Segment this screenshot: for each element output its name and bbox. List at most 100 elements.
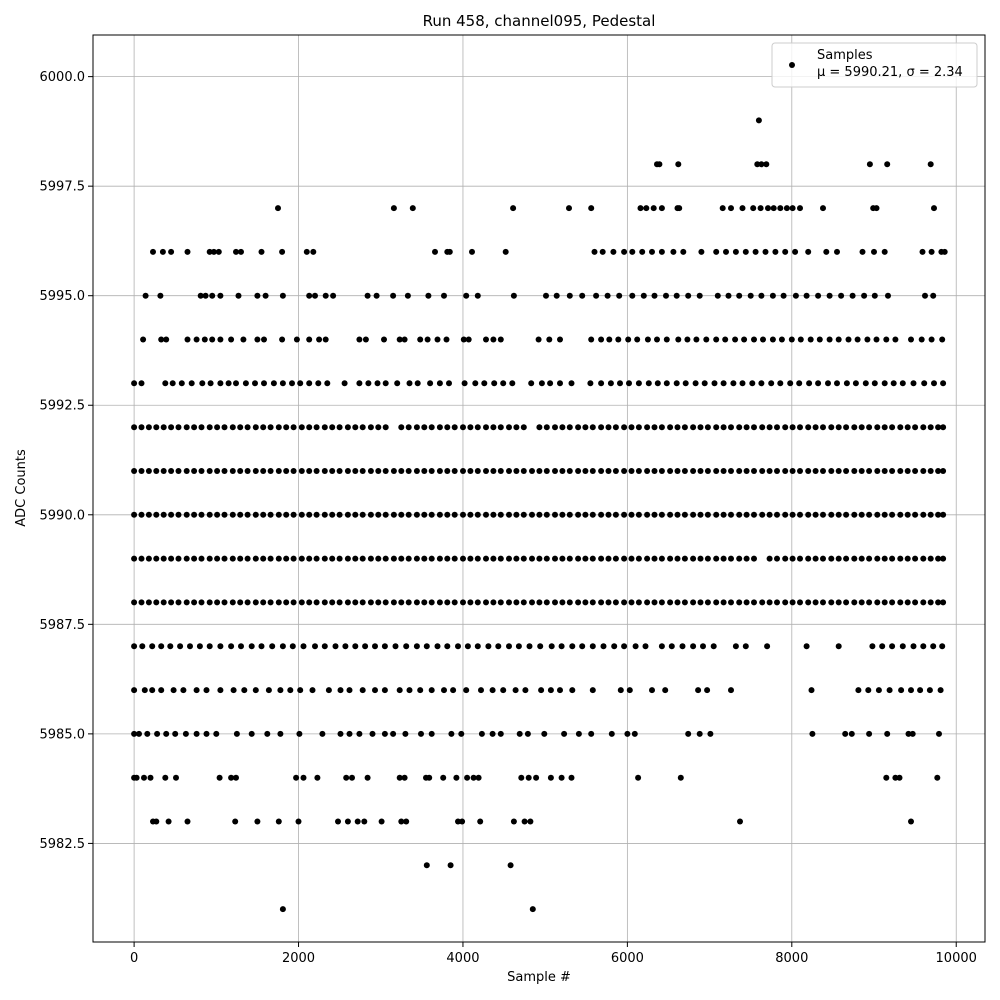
data-point (401, 336, 408, 343)
data-point (490, 599, 497, 606)
data-point (760, 336, 766, 343)
data-point (808, 687, 815, 694)
data-point (441, 687, 447, 694)
data-point (936, 730, 942, 737)
data-point (806, 380, 813, 387)
data-point (337, 730, 344, 737)
data-point (644, 468, 651, 474)
data-point (275, 468, 282, 474)
data-point (175, 555, 182, 562)
data-point (434, 336, 441, 343)
data-point (884, 730, 891, 737)
data-point (489, 687, 496, 694)
data-point (736, 292, 743, 299)
data-point (886, 687, 893, 694)
data-point (206, 643, 213, 650)
data-point (428, 511, 435, 518)
data-point (265, 687, 272, 694)
data-point (797, 511, 803, 518)
data-point (552, 468, 558, 474)
data-point (502, 248, 509, 255)
data-point (260, 424, 267, 431)
data-point (325, 687, 332, 694)
data-point (206, 511, 213, 518)
data-point (252, 511, 259, 518)
data-point (160, 424, 167, 431)
data-point (254, 336, 261, 343)
data-point (198, 555, 205, 562)
data-point (520, 468, 527, 474)
data-point (766, 424, 773, 431)
data-point (559, 599, 566, 606)
data-point (611, 643, 618, 650)
data-point (160, 555, 167, 562)
data-point (720, 555, 727, 562)
data-point (513, 555, 520, 562)
data-point (199, 380, 206, 387)
data-point (506, 555, 512, 562)
x-tick-label: 8000 (775, 951, 808, 966)
data-point (515, 643, 522, 650)
data-point (807, 336, 814, 343)
data-point (526, 643, 533, 650)
data-point (145, 511, 152, 518)
data-point (713, 468, 720, 474)
data-point (635, 599, 642, 606)
data-point (177, 643, 184, 650)
data-point (713, 336, 720, 343)
data-point (575, 555, 582, 562)
data-point (490, 336, 497, 343)
data-point (552, 599, 558, 606)
data-point (145, 555, 152, 562)
data-point (739, 380, 746, 387)
data-point (658, 511, 665, 518)
data-point (536, 599, 543, 606)
data-point (866, 555, 873, 562)
data-point (183, 555, 190, 562)
data-point (336, 511, 343, 518)
data-point (306, 424, 313, 431)
data-point (931, 205, 937, 212)
data-point (396, 774, 403, 781)
data-point (838, 292, 845, 299)
data-point (617, 380, 623, 387)
data-point (897, 468, 904, 474)
data-point (820, 555, 826, 562)
data-point (221, 555, 228, 562)
data-point (372, 643, 378, 650)
data-point (843, 511, 850, 518)
data-point (344, 468, 351, 474)
data-point (398, 468, 405, 474)
data-point (329, 468, 336, 474)
data-point (306, 555, 313, 562)
data-point (131, 687, 138, 694)
data-point (873, 205, 880, 212)
data-point (421, 468, 428, 474)
data-point (884, 161, 891, 168)
data-point (591, 248, 598, 255)
data-point (723, 248, 729, 255)
data-point (373, 292, 380, 299)
data-point (843, 599, 850, 606)
data-point (543, 292, 549, 299)
data-point (209, 336, 216, 343)
data-point (157, 292, 164, 299)
data-point (367, 599, 374, 606)
data-point (797, 205, 803, 212)
data-point (759, 424, 766, 431)
data-point (490, 424, 497, 431)
data-point (928, 336, 935, 343)
data-point (764, 643, 771, 650)
data-point (697, 468, 704, 474)
data-point (269, 643, 276, 650)
data-point (557, 336, 563, 343)
data-point (713, 599, 720, 606)
data-point (472, 380, 479, 387)
data-point (720, 599, 727, 606)
data-point (789, 424, 796, 431)
data-point (381, 336, 387, 343)
data-point (713, 511, 720, 518)
data-point (322, 336, 329, 343)
data-point (874, 599, 881, 606)
